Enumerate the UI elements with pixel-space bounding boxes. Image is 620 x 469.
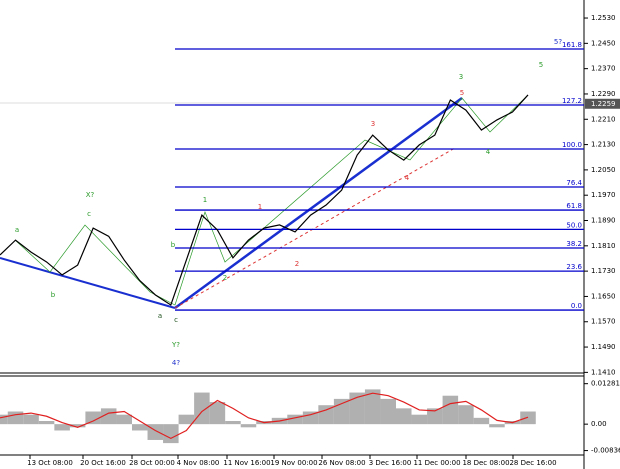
current-price-label: 1.2259 — [591, 100, 616, 108]
x-tick-label: 11 Nov 16:00 — [223, 459, 270, 467]
wave-label: 1 — [203, 196, 207, 204]
histogram-bar — [225, 420, 241, 425]
y-tick-label: 1.2130 — [591, 141, 616, 149]
y-tick-label: 1.1490 — [591, 343, 616, 351]
wave-label: 1 — [258, 203, 262, 211]
histogram-bar — [163, 424, 179, 444]
histogram-bar — [396, 408, 412, 425]
fib-label: 38.2 — [566, 240, 582, 248]
fib-label: 76.4 — [566, 179, 582, 187]
wave-label: 5? — [554, 38, 562, 46]
y-tick-label: 1.2290 — [591, 90, 616, 98]
trend-line — [174, 96, 463, 310]
osc-tick-label: -0.00836 — [591, 447, 620, 455]
x-tick-label: 4 Nov 08:00 — [177, 459, 220, 467]
fib-label: 127.2 — [562, 97, 582, 105]
histogram-bar — [209, 402, 226, 425]
histogram-bar — [411, 414, 428, 425]
histogram-bar — [349, 392, 365, 425]
y-tick-label: 1.1970 — [591, 191, 616, 199]
wave-label: 3 — [371, 120, 375, 128]
histogram-bar — [473, 417, 490, 425]
fib-label: 23.6 — [566, 263, 582, 271]
y-tick-label: 1.2530 — [591, 14, 616, 22]
price-line — [0, 94, 529, 306]
histogram-bar — [318, 405, 334, 425]
histogram-bar — [302, 411, 319, 425]
fib-label: 161.8 — [562, 41, 582, 49]
y-tick-label: 1.2050 — [591, 166, 616, 174]
fib-label: 61.8 — [566, 202, 582, 210]
x-tick-label: 11 Dec 00:00 — [413, 459, 460, 467]
histogram-bar — [427, 408, 443, 425]
wave-label: 5 — [539, 61, 543, 69]
wave-label: 3 — [459, 73, 463, 81]
x-tick-label: 13 Oct 08:00 — [27, 459, 73, 467]
trend-lines — [0, 94, 529, 310]
trend-line — [0, 257, 176, 309]
y-tick-label: 1.1410 — [591, 368, 616, 376]
fib-label: 100.0 — [562, 141, 582, 149]
wave-label: 2 — [223, 274, 227, 282]
histogram-bar — [38, 420, 55, 425]
histogram-bar — [442, 395, 459, 425]
osc-tick-label: 0.01281 — [591, 380, 620, 388]
current-price-box — [585, 98, 620, 109]
histogram-bar — [0, 414, 8, 425]
x-tick-label: 18 Dec 08:00 — [462, 459, 509, 467]
x-tick-label: 19 Nov 00:00 — [270, 459, 317, 467]
histogram-bar — [458, 405, 474, 425]
histogram-bar — [364, 389, 381, 425]
histogram-bar — [178, 414, 195, 425]
histogram-bar — [116, 414, 132, 425]
x-tick-label: 3 Dec 16:00 — [369, 459, 412, 467]
histogram-bar — [23, 414, 39, 425]
fib-label: 0.0 — [571, 302, 582, 310]
wave-label: X? — [86, 191, 95, 199]
histogram-bar — [240, 424, 257, 428]
y-tick-label: 1.1650 — [591, 292, 616, 300]
histogram-bar — [69, 424, 86, 428]
x-tick-label: 26 Nov 08:00 — [318, 459, 365, 467]
y-tick-label: 1.1570 — [591, 318, 616, 326]
wave-label: c — [174, 316, 178, 324]
wave-label: a — [158, 312, 162, 320]
y-tick-label: 1.1890 — [591, 217, 616, 225]
x-tick-label: 28 Oct 00:00 — [129, 459, 175, 467]
histogram-bar — [85, 411, 101, 425]
y-tick-label: 1.1730 — [591, 267, 616, 275]
wave-label: b — [51, 291, 56, 299]
y-tick-label: 1.2370 — [591, 65, 616, 73]
histogram-bar — [333, 398, 350, 425]
osc-tick-label: 0.00 — [591, 420, 607, 428]
histogram-bar — [380, 398, 396, 425]
wave-label: 4? — [172, 359, 180, 367]
x-tick-label: 28 Dec 16:00 — [509, 459, 556, 467]
histogram-bar — [132, 424, 148, 431]
histogram-bar — [54, 424, 70, 431]
histogram-bar — [489, 424, 505, 428]
wave-label: 4 — [405, 174, 410, 182]
y-tick-label: 1.2450 — [591, 39, 616, 47]
histogram-bar — [287, 414, 303, 425]
signal-line — [0, 392, 529, 440]
wave-line — [14, 94, 529, 306]
wave-label: 2 — [295, 260, 299, 268]
x-tick-label: 20 Oct 16:00 — [80, 459, 126, 467]
wave-label: a — [15, 226, 19, 234]
wave-label: 5 — [460, 89, 464, 97]
wave-label: b — [171, 241, 176, 249]
y-tick-label: 1.2210 — [591, 115, 616, 123]
histogram-bar — [7, 411, 24, 425]
wave-label: 4 — [486, 148, 491, 156]
wave-label: Y? — [171, 341, 180, 349]
fib-label: 50.0 — [566, 221, 582, 229]
y-tick-label: 1.1810 — [591, 242, 616, 250]
wave-label: c — [87, 210, 91, 218]
